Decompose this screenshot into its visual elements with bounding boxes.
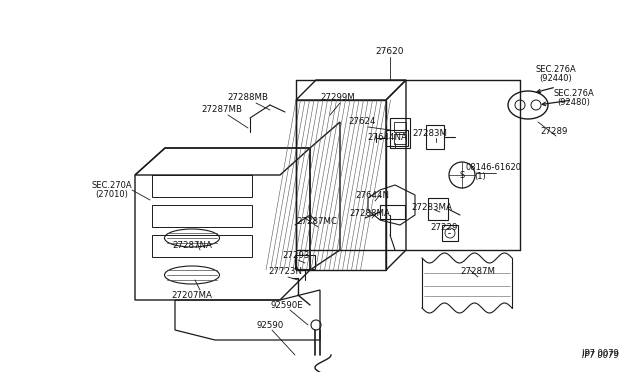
Text: (27010): (27010) — [95, 189, 129, 199]
Bar — [152, 205, 252, 227]
Text: 27283MA: 27283MA — [412, 202, 452, 212]
Text: (1): (1) — [474, 173, 486, 182]
Text: SEC.276A: SEC.276A — [554, 89, 595, 97]
Text: (92480): (92480) — [557, 97, 591, 106]
Text: IP7 0079: IP7 0079 — [582, 349, 618, 357]
Text: 27287NA: 27287NA — [172, 241, 212, 250]
Text: (92440): (92440) — [540, 74, 572, 83]
Text: 27287M: 27287M — [461, 267, 495, 276]
Text: 27288MB: 27288MB — [227, 93, 269, 103]
Bar — [394, 122, 406, 132]
Text: S: S — [460, 170, 465, 180]
Bar — [296, 100, 386, 270]
Bar — [152, 175, 252, 197]
Text: SEC.276A: SEC.276A — [536, 65, 577, 74]
Text: SEC.270A: SEC.270A — [92, 180, 132, 189]
Text: 27229: 27229 — [430, 224, 458, 232]
Text: 27288MA: 27288MA — [349, 208, 390, 218]
Text: 27207MA: 27207MA — [172, 291, 212, 299]
Bar — [390, 118, 410, 148]
Bar — [426, 125, 444, 149]
Text: 92590E: 92590E — [271, 301, 303, 310]
Bar — [380, 205, 405, 219]
Text: 27723N: 27723N — [268, 267, 302, 276]
Text: 27624: 27624 — [348, 118, 376, 126]
Bar — [386, 130, 408, 146]
Text: 27299M: 27299M — [321, 93, 355, 103]
Bar — [428, 198, 448, 220]
Bar — [152, 235, 252, 257]
Text: 08146-61620: 08146-61620 — [466, 164, 522, 173]
Text: 27644N: 27644N — [355, 192, 389, 201]
Bar — [295, 255, 315, 269]
Text: 27283M: 27283M — [413, 128, 447, 138]
Text: 92590: 92590 — [257, 321, 284, 330]
Text: 27644NA: 27644NA — [367, 134, 407, 142]
Text: 27287MC: 27287MC — [296, 218, 337, 227]
Bar — [394, 134, 406, 144]
Text: 27293: 27293 — [282, 250, 310, 260]
Text: 27289: 27289 — [540, 126, 568, 135]
Text: 27287MB: 27287MB — [202, 106, 243, 115]
Text: 27620: 27620 — [376, 48, 404, 57]
Bar — [442, 225, 458, 241]
Text: IP7 0079: IP7 0079 — [582, 350, 618, 359]
